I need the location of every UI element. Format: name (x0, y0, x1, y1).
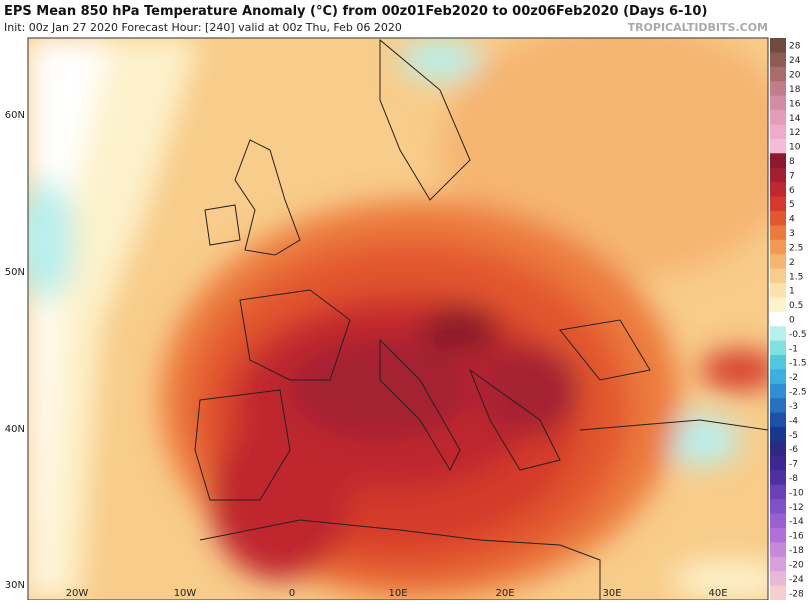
colorbar-label: -0.5 (789, 330, 807, 340)
colorbar-label: 1 (789, 287, 795, 297)
colorbar-label: 5 (789, 200, 795, 210)
colorbar-swatch (770, 138, 786, 154)
colorbar-label: 18 (789, 85, 801, 95)
lon-label: 10E (388, 588, 407, 599)
colorbar-swatch (770, 470, 786, 486)
colorbar-swatch (770, 110, 786, 125)
colorbar-label: 10 (789, 143, 801, 153)
colorbar-swatch (770, 455, 786, 471)
colorbar-swatch (770, 196, 786, 212)
colorbar-label: -6 (789, 445, 798, 455)
colorbar-swatch (770, 383, 786, 399)
lat-label: 60N (5, 110, 25, 121)
colorbar-label: 14 (789, 114, 801, 124)
map-field (28, 38, 768, 600)
colorbar-label: -18 (789, 546, 804, 556)
colorbar-label: 2 (789, 258, 795, 268)
watermark: TROPICALTIDBITS.COM (628, 21, 768, 34)
colorbar-label: 7 (789, 171, 795, 181)
colorbar-label: 1.5 (789, 272, 803, 282)
colorbar-swatch (770, 585, 786, 601)
colorbar-swatch (770, 282, 786, 298)
colorbar-label: 8 (789, 157, 795, 167)
colorbar-swatch (770, 484, 786, 500)
colorbar-swatch (770, 66, 786, 82)
colorbar-label: -1.5 (789, 359, 807, 369)
colorbar-swatch (770, 268, 786, 284)
colorbar-label: -3 (789, 402, 798, 412)
colorbar-label: -5 (789, 431, 798, 441)
colorbar-swatch (770, 326, 786, 342)
colorbar-swatch (770, 297, 786, 313)
colorbar-label: -2 (789, 373, 798, 383)
colorbar-label: -1 (789, 344, 798, 354)
colorbar-swatch (770, 225, 786, 241)
colorbar-swatch (770, 81, 786, 97)
colorbar-swatch (770, 38, 786, 53)
colorbar-label: 24 (789, 56, 801, 66)
colorbar-swatch (770, 441, 786, 457)
colorbar-label: 4 (789, 215, 795, 225)
colorbar-swatch (770, 398, 786, 414)
colorbar-swatch (770, 571, 786, 587)
lat-label: 50N (5, 267, 25, 278)
colorbar-swatch (770, 427, 786, 442)
colorbar-label: -10 (789, 488, 804, 498)
colorbar-swatch (770, 210, 786, 226)
colorbar-label: 20 (789, 71, 801, 81)
colorbar-swatch (770, 182, 786, 198)
colorbar-label: 28 (789, 42, 801, 52)
colorbar-label: 6 (789, 186, 795, 196)
colorbar-swatch (770, 239, 786, 255)
lon-label: 20W (66, 588, 89, 599)
colorbar-swatch (770, 153, 786, 169)
colorbar-swatch (770, 542, 786, 558)
colorbar-label: -2.5 (789, 388, 807, 398)
colorbar-label: -8 (789, 474, 798, 484)
colorbar: 28 24 20 18 16 14 12 10 8 7 6 5 4 3 2.5 2 1.5 1 0.5 0 -0.5 -1… (770, 38, 807, 601)
lon-label: 20E (495, 588, 514, 599)
colorbar-swatch (770, 513, 786, 529)
coastlines (194, 38, 768, 600)
colorbar-label: 3 (789, 229, 795, 239)
colorbar-swatch (770, 254, 786, 270)
colorbar-swatch (770, 412, 786, 428)
colorbar-label: -20 (789, 560, 804, 570)
colorbar-swatch (770, 52, 786, 68)
lon-label: 10W (174, 588, 197, 599)
colorbar-swatch (770, 355, 786, 370)
colorbar-label: 16 (789, 99, 801, 109)
colorbar-swatch (770, 556, 786, 572)
colorbar-label: -7 (789, 460, 798, 470)
colorbar-label: -14 (789, 517, 804, 527)
colorbar-label: 0 (789, 316, 795, 326)
colorbar-swatch (770, 167, 786, 183)
colorbar-label: -24 (789, 575, 804, 585)
colorbar-swatch (770, 340, 786, 356)
colorbar-label: 12 (789, 128, 800, 138)
colorbar-label: -4 (789, 416, 798, 426)
subtitle: Init: 00z Jan 27 2020 Forecast Hour: [24… (4, 21, 402, 34)
colorbar-swatch (770, 95, 786, 111)
colorbar-label: -16 (789, 532, 804, 542)
colorbar-swatch (770, 311, 786, 327)
colorbar-swatch (770, 499, 786, 515)
lat-label: 30N (5, 580, 25, 591)
lon-label: 30E (602, 588, 621, 599)
colorbar-label: -12 (789, 503, 804, 513)
lon-label: 0 (289, 588, 295, 599)
colorbar-label: -28 (789, 589, 804, 599)
graticule-labels: 60N 50N 40N 30N 20W 10W 0 10E 20E 30E 40E (5, 110, 728, 599)
lon-label: 40E (708, 588, 727, 599)
title: EPS Mean 850 hPa Temperature Anomaly (°C… (4, 4, 707, 19)
colorbar-swatch (770, 369, 786, 385)
colorbar-swatch (770, 124, 786, 140)
colorbar-swatch (770, 527, 786, 543)
colorbar-label: 0.5 (789, 301, 803, 311)
lat-label: 40N (5, 424, 25, 435)
colorbar-label: 2.5 (789, 243, 803, 253)
